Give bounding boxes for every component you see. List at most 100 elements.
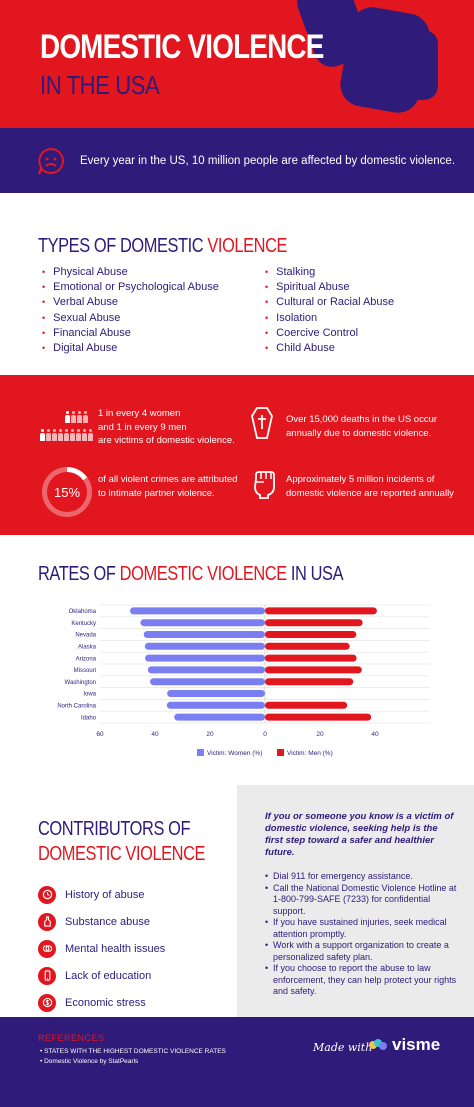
help-item: Call the National Domestic Violence Hotl… (265, 883, 458, 918)
help-panel: If you or someone you know is a victim o… (237, 785, 474, 1017)
list-item: Cultural or Racial Abuse (265, 295, 394, 310)
footer: REFERENCES STATES WITH THE HIGHEST DOMES… (0, 1017, 474, 1107)
category-label: Kentucky (71, 621, 96, 627)
tick-label: 40 (371, 731, 379, 738)
stats-section: 1 in every 4 women and 1 in every 9 men … (0, 375, 474, 535)
category-label: Iowa (83, 692, 96, 698)
list-item: Child Abuse (265, 341, 394, 356)
men-bar (265, 642, 350, 650)
list-item-label: Mental health issues (65, 942, 166, 955)
men-bar (265, 713, 372, 721)
legend-label-men: Victim: Men (%) (287, 750, 333, 757)
page-title: DOMESTIC VIOLENCE (40, 28, 324, 66)
fist-graphic-knuckles (398, 30, 438, 100)
sad-face-chat-icon (38, 147, 64, 175)
references-heading: REFERENCES (38, 1033, 105, 1043)
list-item: Digital Abuse (42, 341, 219, 356)
legend-swatch-women (197, 749, 204, 756)
intro-text: Every year in the US, 10 million people … (80, 154, 456, 167)
deaths-stat: Over 15,000 deaths in the US occur annua… (286, 414, 438, 439)
men-bar (265, 607, 377, 615)
types-heading-part2: VIOLENCE (207, 235, 288, 257)
reference-link[interactable]: Domestic Violence by StatPearls (40, 1057, 226, 1067)
fist-icon (254, 471, 275, 499)
women-men-stat: 1 in every 4 women and 1 in every 9 men … (98, 408, 235, 446)
made-with-label: Made with (313, 1041, 373, 1054)
tick-label: 20 (316, 731, 324, 738)
help-lead: If you or someone you know is a victim o… (265, 811, 454, 858)
category-label: North Carolina (57, 704, 96, 710)
men-people-icon (40, 429, 93, 441)
rates-heading-part1: RATES OF (38, 563, 120, 585)
tick-label: 20 (206, 731, 214, 738)
category-label: Alaska (78, 645, 97, 651)
category-label: Washington (65, 680, 96, 686)
women-bar (167, 690, 265, 697)
women-bar (174, 713, 265, 721)
types-list-right: Stalking Spiritual Abuse Cultural or Rac… (265, 265, 394, 356)
list-item: Emotional or Psychological Abuse (42, 280, 219, 295)
tick-label: 0 (263, 731, 267, 738)
category-label: Oklahoma (69, 609, 97, 615)
page-subtitle: IN THE USA (40, 70, 160, 100)
help-item: Dial 911 for emergency assistance. (265, 871, 458, 883)
list-item: Substance abuse (38, 908, 165, 935)
legend-label-women: Victim: Women (%) (207, 750, 262, 757)
women-bar (166, 701, 265, 709)
list-item: Isolation (265, 311, 394, 326)
list-item: Sexual Abuse (42, 311, 219, 326)
list-item: Coercive Control (265, 326, 394, 341)
list-item: Economic stress (38, 989, 165, 1016)
help-item: If you have sustained injuries, seek med… (265, 917, 458, 940)
contributors-heading-line2: DOMESTIC VIOLENCE (38, 843, 206, 865)
category-label: Missouri (74, 668, 96, 674)
brain-icon (38, 939, 56, 958)
help-item: Work with a support organization to crea… (265, 940, 458, 963)
help-item: If you choose to report the abuse to law… (265, 963, 458, 998)
list-item: Financial Abuse (42, 326, 219, 341)
women-bar (129, 607, 265, 615)
men-bar (265, 631, 357, 638)
category-label: Idaho (81, 715, 97, 721)
percent-stat: of all violent crimes are attributed to … (98, 474, 238, 499)
contributors-heading: CONTRIBUTORS OF DOMESTIC VIOLENCE (38, 817, 205, 867)
percent-ring: 15% (42, 467, 92, 517)
reference-link[interactable]: STATES WITH THE HIGHEST DOMESTIC VIOLENC… (40, 1047, 226, 1057)
list-item: Physical Abuse (42, 265, 219, 280)
women-bar (150, 678, 265, 686)
list-item-label: Economic stress (65, 996, 146, 1009)
men-bar (265, 701, 348, 709)
list-item: Mental health issues (38, 935, 165, 962)
types-section: TYPES OF DOMESTIC VIOLENCE Physical Abus… (0, 193, 474, 375)
visme-logo[interactable]: visme (368, 1035, 440, 1055)
men-bar (265, 654, 357, 662)
women-people-icon (65, 411, 88, 423)
category-label: Nevada (75, 633, 96, 639)
women-bar (144, 642, 265, 650)
rates-section: RATES OF DOMESTIC VIOLENCE IN USA Oklaho… (0, 535, 474, 785)
rates-heading-part2: DOMESTIC VIOLENCE (119, 563, 287, 585)
visme-logo-icon (369, 1039, 387, 1050)
types-heading: TYPES OF DOMESTIC VIOLENCE (38, 235, 287, 258)
incidents-stat: Approximately 5 million incidents of dom… (286, 474, 454, 499)
women-bar (147, 666, 265, 674)
contributors-list: History of abuse Substance abuse Mental … (38, 881, 165, 1016)
contributors-heading-line1: CONTRIBUTORS OF (38, 818, 191, 840)
list-item-label: History of abuse (65, 888, 145, 901)
hero-header: DOMESTIC VIOLENCE IN THE USA (0, 0, 474, 128)
tick-label: 60 (96, 731, 104, 738)
rates-heading-part3: IN USA (286, 563, 344, 585)
list-item-label: Substance abuse (65, 915, 151, 928)
percent-value: 15% (47, 472, 87, 512)
tick-label: 40 (151, 731, 159, 738)
visme-brand: visme (392, 1035, 441, 1054)
list-item: Lack of education (38, 962, 165, 989)
men-bar (265, 678, 354, 686)
coffin-icon (251, 407, 273, 439)
women-bar (143, 631, 265, 638)
men-bar (265, 619, 363, 627)
phone-icon (38, 966, 56, 985)
references-list: STATES WITH THE HIGHEST DOMESTIC VIOLENC… (40, 1047, 226, 1067)
bottle-icon (38, 912, 56, 931)
types-list-left: Physical Abuse Emotional or Psychologica… (42, 265, 219, 356)
